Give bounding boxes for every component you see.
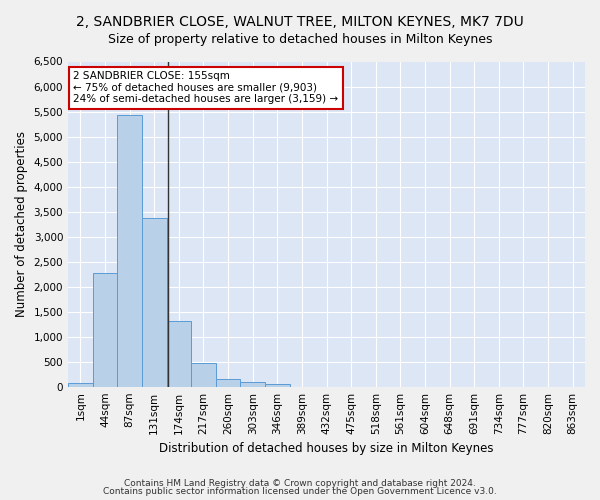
Bar (241, 382, 265, 386)
X-axis label: Distribution of detached houses by size in Milton Keynes: Distribution of detached houses by size … (159, 442, 494, 455)
Bar (216, 378, 241, 386)
Bar (142, 218, 167, 386)
Text: 2 SANDBRIER CLOSE: 155sqm
← 75% of detached houses are smaller (9,903)
24% of se: 2 SANDBRIER CLOSE: 155sqm ← 75% of detac… (73, 72, 338, 104)
Bar (191, 362, 216, 386)
Text: Contains public sector information licensed under the Open Government Licence v3: Contains public sector information licen… (103, 487, 497, 496)
Bar (68, 383, 92, 386)
Bar (92, 273, 117, 386)
Text: 2, SANDBRIER CLOSE, WALNUT TREE, MILTON KEYNES, MK7 7DU: 2, SANDBRIER CLOSE, WALNUT TREE, MILTON … (76, 15, 524, 29)
Text: Contains HM Land Registry data © Crown copyright and database right 2024.: Contains HM Land Registry data © Crown c… (124, 478, 476, 488)
Bar (265, 384, 290, 386)
Text: Size of property relative to detached houses in Milton Keynes: Size of property relative to detached ho… (108, 32, 492, 46)
Bar (117, 115, 142, 386)
Bar (167, 321, 191, 386)
Y-axis label: Number of detached properties: Number of detached properties (15, 131, 28, 317)
